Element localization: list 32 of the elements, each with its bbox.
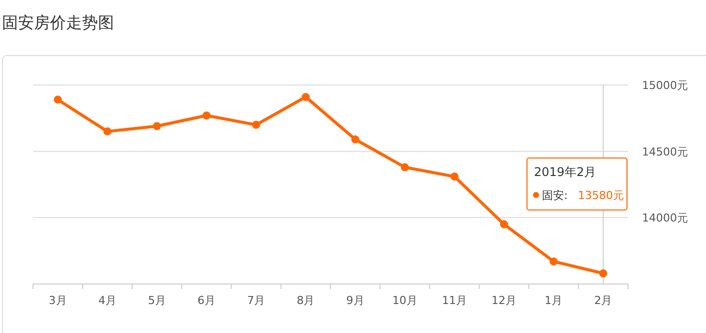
x-tick-label: 9月 — [346, 294, 364, 307]
y-tick-label: 14500元 — [642, 145, 688, 158]
chart-title: 固安房价走势图 — [2, 13, 114, 32]
point — [550, 257, 558, 266]
x-tick-label: 11月 — [442, 294, 467, 307]
point — [103, 127, 112, 136]
y-tick-label: 14000元 — [642, 212, 688, 225]
annotation: 固安: — [542, 189, 568, 202]
point — [351, 135, 360, 144]
x-tick-label: 5月 — [148, 294, 166, 307]
x-tick-label: 4月 — [98, 294, 116, 307]
point — [54, 96, 62, 104]
x-tick-label: 6月 — [198, 294, 216, 307]
point — [400, 163, 409, 172]
point — [302, 92, 310, 101]
annotation: 13580元 — [578, 189, 624, 202]
point — [252, 120, 260, 129]
x-tick-label: 8月 — [296, 294, 315, 307]
x-tick-label: 2月 — [594, 294, 612, 307]
y-tick-label: 15000元 — [642, 79, 688, 92]
point — [152, 122, 161, 130]
point — [599, 269, 608, 278]
x-tick-label: 3月 — [48, 294, 67, 307]
point — [450, 172, 458, 181]
tooltip: 2019年2月 固安: 13580元 — [526, 158, 628, 210]
point — [500, 220, 508, 228]
point — [202, 112, 211, 120]
x-tick-label: 1月 — [544, 294, 563, 307]
x-tick-label: 10月 — [392, 294, 418, 307]
x-tick-label: 12月 — [492, 294, 517, 307]
annotation: 2019年2月 — [534, 165, 596, 179]
x-tick-label: 7月 — [247, 294, 266, 307]
